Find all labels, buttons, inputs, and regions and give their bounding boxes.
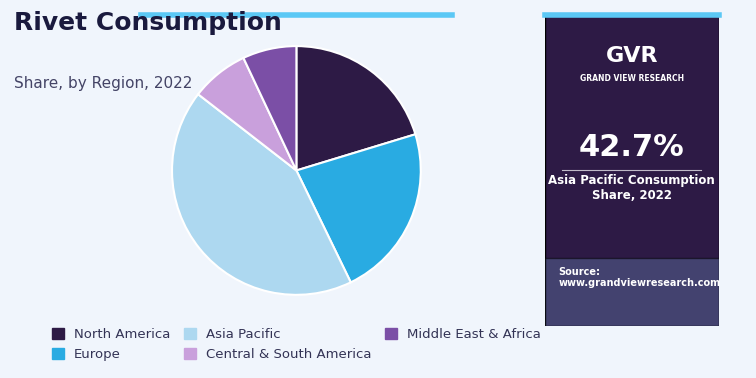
Wedge shape bbox=[296, 46, 415, 170]
Wedge shape bbox=[243, 46, 296, 170]
Text: Rivet Consumption: Rivet Consumption bbox=[14, 11, 281, 35]
FancyBboxPatch shape bbox=[544, 15, 719, 326]
Text: Source:
www.grandviewresearch.com: Source: www.grandviewresearch.com bbox=[559, 267, 720, 288]
Wedge shape bbox=[198, 58, 296, 170]
Text: Share, by Region, 2022: Share, by Region, 2022 bbox=[14, 76, 192, 91]
FancyBboxPatch shape bbox=[544, 257, 719, 326]
Wedge shape bbox=[296, 134, 421, 282]
Legend: North America, Europe, Asia Pacific, Central & South America, Middle East & Afri: North America, Europe, Asia Pacific, Cen… bbox=[46, 323, 547, 366]
Text: GVR: GVR bbox=[606, 46, 658, 66]
Text: 42.7%: 42.7% bbox=[579, 133, 685, 162]
Wedge shape bbox=[172, 94, 351, 295]
Text: GRAND VIEW RESEARCH: GRAND VIEW RESEARCH bbox=[580, 74, 684, 83]
Text: Asia Pacific Consumption
Share, 2022: Asia Pacific Consumption Share, 2022 bbox=[548, 174, 715, 201]
